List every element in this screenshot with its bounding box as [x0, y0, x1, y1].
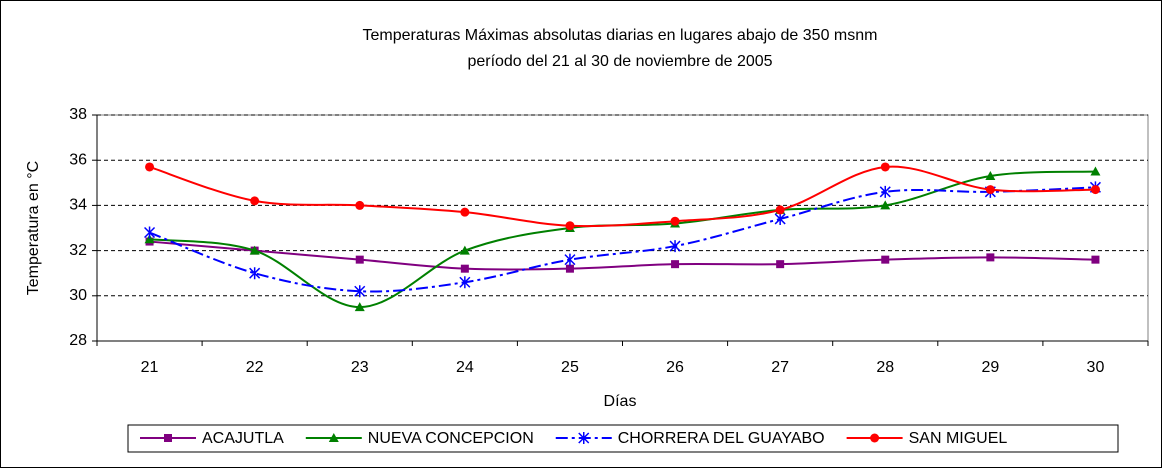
y-tick-label: 30 — [69, 287, 87, 304]
marker — [354, 302, 365, 312]
marker — [144, 234, 155, 244]
y-tick-label: 28 — [69, 332, 87, 349]
x-tick-label: 27 — [771, 359, 789, 376]
marker — [775, 205, 785, 215]
marker — [459, 276, 471, 289]
marker — [164, 434, 172, 442]
series-line — [149, 240, 1096, 271]
marker — [879, 185, 891, 198]
series-line — [149, 186, 1096, 293]
x-tick-label: 29 — [981, 359, 999, 376]
marker — [776, 260, 785, 269]
x-tick-label: 28 — [876, 359, 894, 376]
x-tick-label: 22 — [246, 359, 264, 376]
marker — [870, 433, 880, 443]
marker — [880, 200, 891, 210]
marker — [565, 264, 574, 273]
marker — [249, 245, 260, 255]
marker — [986, 253, 995, 262]
legend-label: NUEVA CONCEPCION — [368, 430, 534, 447]
x-tick-label: 24 — [456, 359, 474, 376]
marker — [250, 196, 260, 206]
marker — [669, 240, 681, 253]
chart-subtitle: período del 21 al 30 de noviembre de 200… — [467, 53, 772, 70]
x-tick-label: 30 — [1087, 359, 1105, 376]
marker — [328, 433, 339, 442]
plot-area — [96, 114, 1149, 342]
x-tick-label: 25 — [561, 359, 579, 376]
y-tick-label: 32 — [69, 242, 87, 259]
x-tick-label: 23 — [351, 359, 369, 376]
series-line — [149, 165, 1096, 228]
marker — [354, 285, 366, 298]
y-tick-label: 34 — [69, 197, 87, 214]
marker — [460, 264, 469, 273]
marker — [985, 171, 996, 181]
x-axis-title: Días — [604, 393, 637, 410]
chart-title: Temperaturas Máximas absolutas diarias e… — [363, 27, 878, 44]
marker — [145, 162, 155, 172]
y-tick-label: 38 — [69, 106, 87, 123]
marker — [1090, 166, 1101, 176]
marker — [578, 432, 590, 444]
legend-label: SAN MIGUEL — [909, 430, 1008, 447]
legend-label: ACAJUTLA — [202, 430, 284, 447]
y-axis-title: Temperatura en °C — [25, 161, 42, 295]
marker — [460, 207, 470, 217]
marker — [1090, 185, 1100, 195]
marker — [985, 185, 995, 195]
marker — [774, 212, 786, 225]
legend-label: CHORRERA DEL GUAYABO — [618, 430, 825, 447]
marker — [1091, 255, 1100, 264]
marker — [671, 260, 680, 269]
marker — [355, 255, 364, 264]
x-tick-label: 21 — [141, 359, 159, 376]
marker — [249, 267, 261, 280]
marker — [565, 221, 575, 231]
marker — [144, 226, 156, 239]
marker — [564, 253, 576, 266]
marker — [880, 162, 890, 172]
y-tick-label: 36 — [69, 151, 87, 168]
marker — [670, 216, 680, 226]
marker — [881, 255, 890, 264]
marker — [459, 245, 470, 255]
marker — [355, 200, 365, 210]
legend-box — [127, 424, 1119, 453]
x-tick-label: 26 — [666, 359, 684, 376]
